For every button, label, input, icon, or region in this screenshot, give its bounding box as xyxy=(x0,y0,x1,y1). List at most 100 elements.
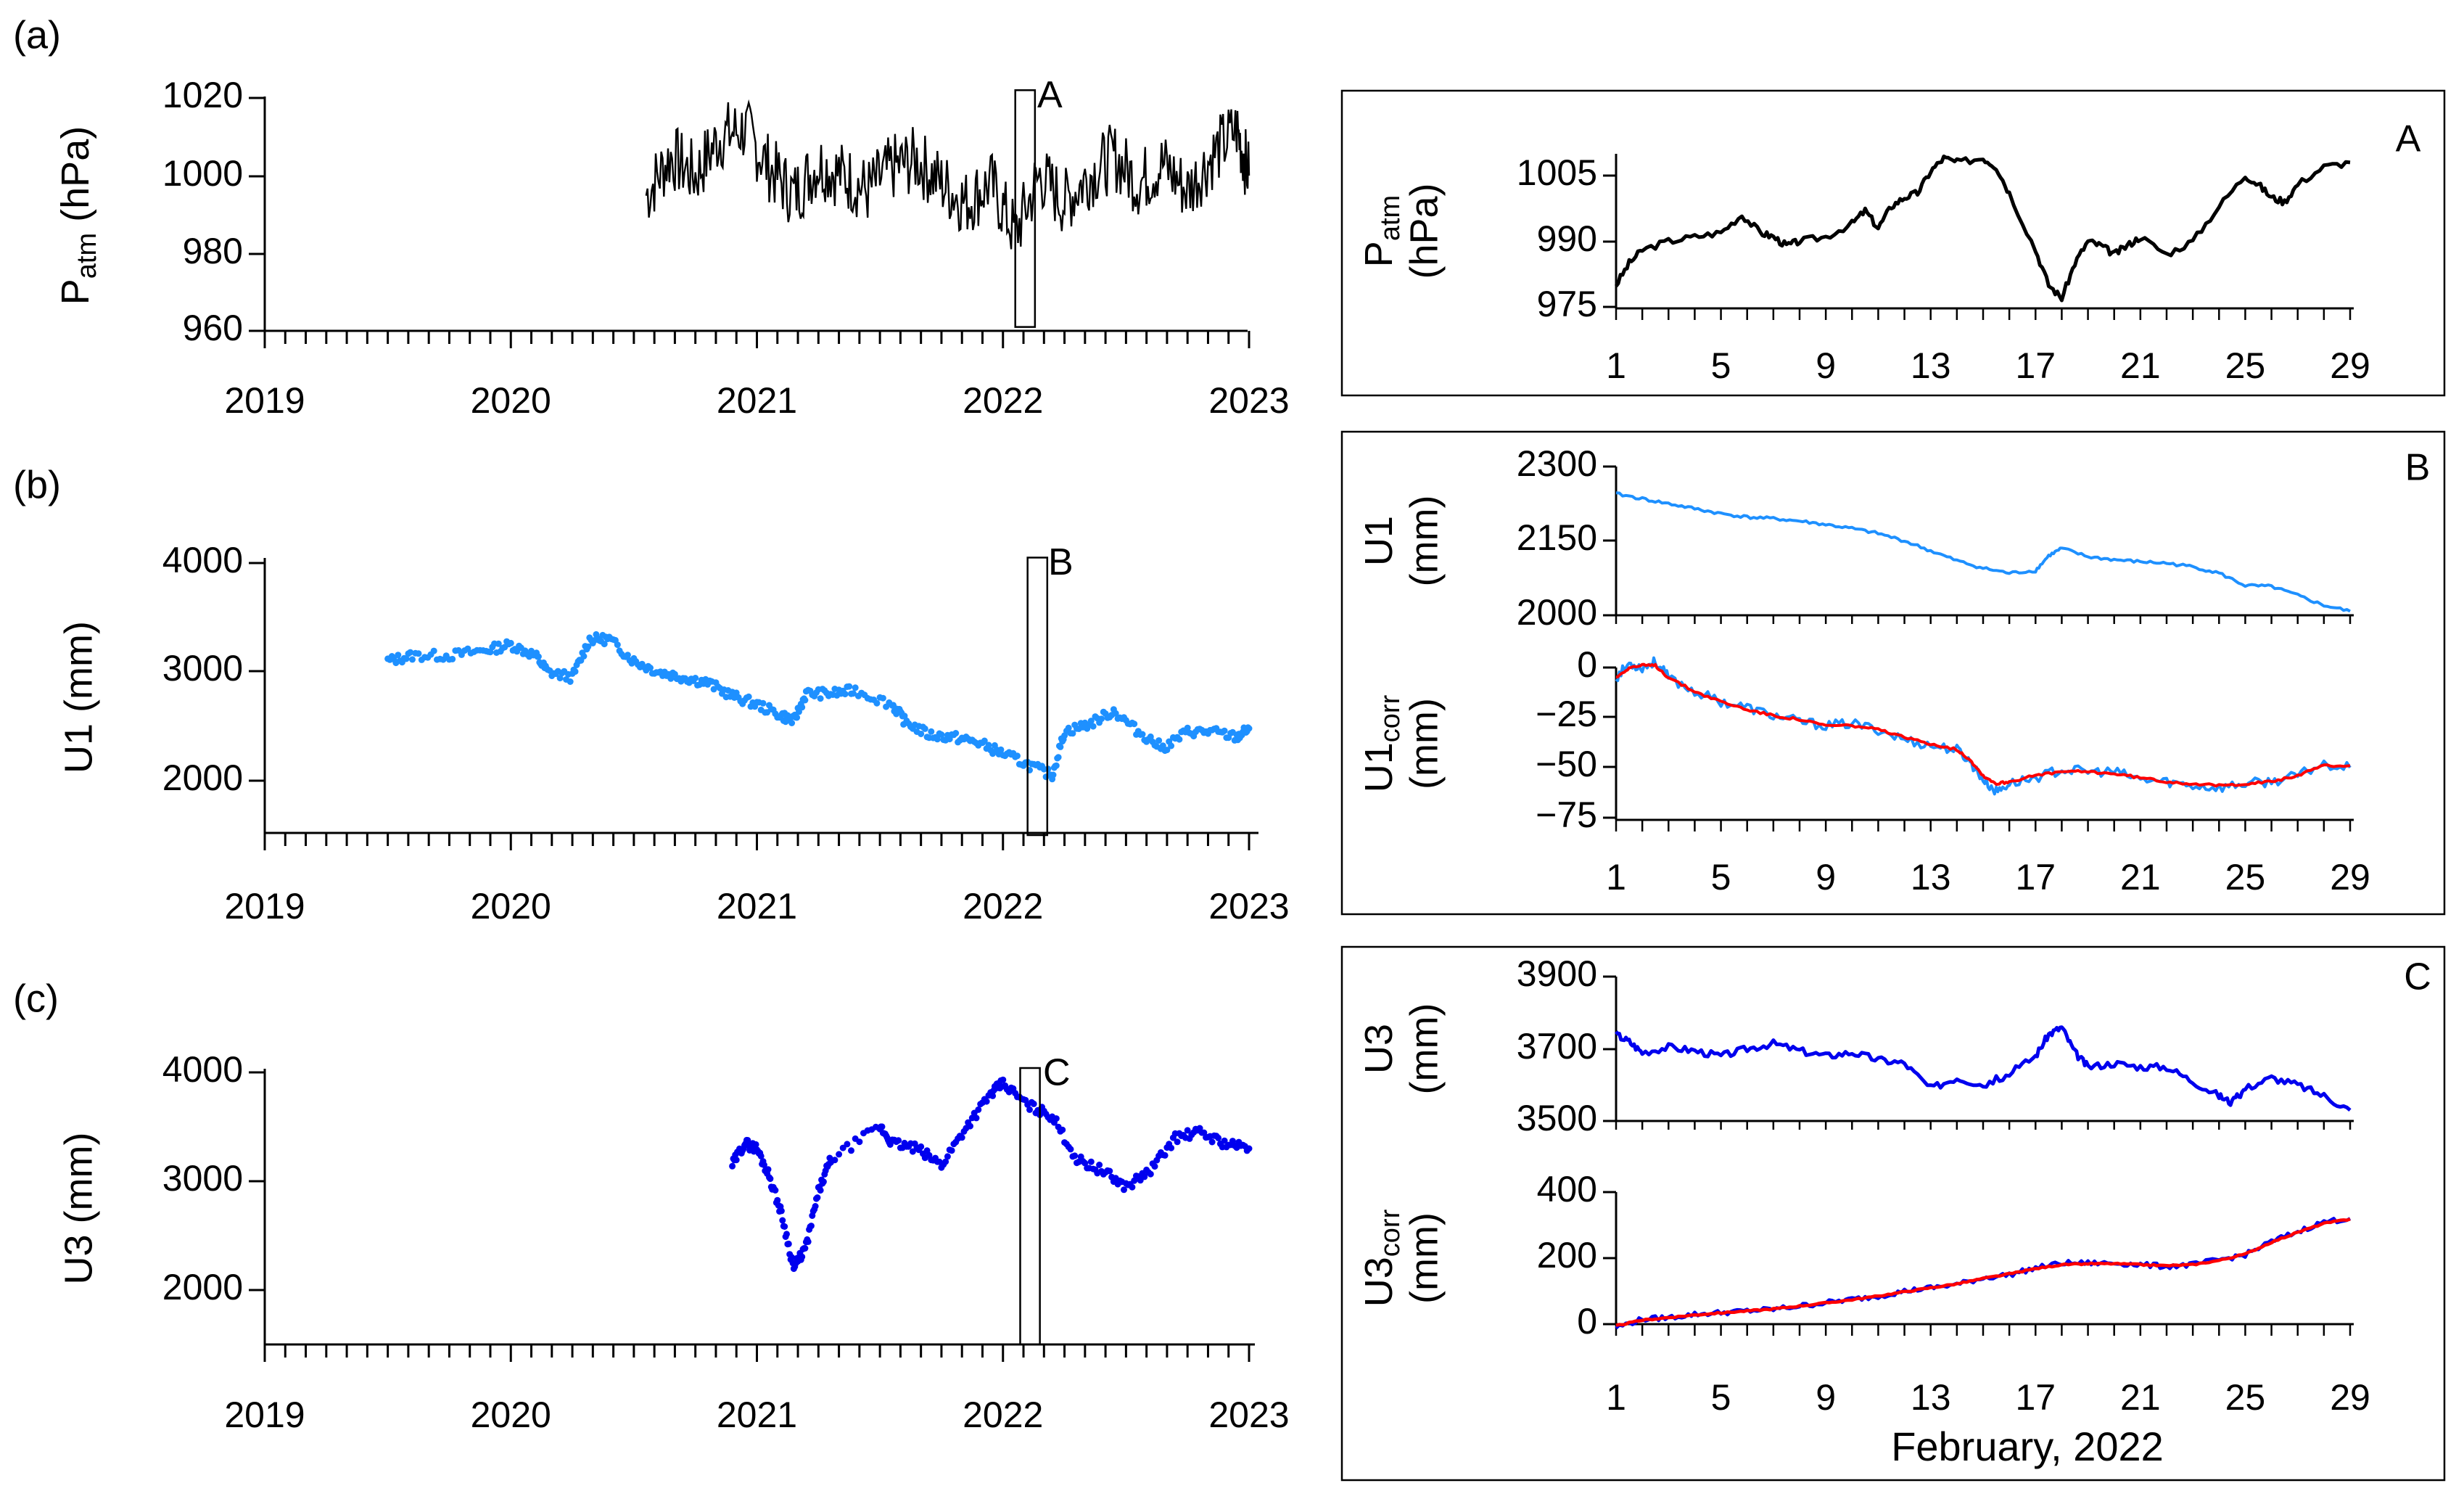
inset-x-tick-label-B-bottom: 29 xyxy=(2330,857,2370,898)
data-point xyxy=(449,655,456,662)
highlight-box-c xyxy=(1019,1067,1041,1346)
inset-series-line-B-bottom-0 xyxy=(1615,656,2352,796)
x-tick-label-c: 2022 xyxy=(963,1395,1043,1435)
data-point xyxy=(788,1254,796,1261)
data-point xyxy=(767,1175,774,1183)
y-axis-label-sub-a: atm xyxy=(72,233,102,279)
data-point xyxy=(733,1157,740,1164)
data-point xyxy=(535,653,542,660)
data-point xyxy=(778,1207,785,1215)
data-point xyxy=(1129,1183,1136,1191)
x-tick-label-a: 2023 xyxy=(1208,380,1289,421)
inset-y-axis-unit-B-bottom: (mm) xyxy=(1402,698,1446,789)
data-point xyxy=(975,1106,982,1113)
inset-frame-C xyxy=(1340,945,2446,1482)
data-point xyxy=(409,656,416,663)
data-point xyxy=(1184,724,1191,731)
panel-label-b: (b) xyxy=(13,463,61,506)
data-point xyxy=(407,649,414,656)
data-point xyxy=(802,697,809,704)
data-point xyxy=(487,649,494,656)
data-point xyxy=(580,653,588,660)
inset-y-label-sub-C-bottom: corr xyxy=(1375,1209,1406,1257)
data-point xyxy=(938,731,945,738)
data-point xyxy=(934,736,941,743)
panel-a: (a) 1020 1000 980 960 2019 2020 2021 2022 2023 Pat… xyxy=(13,13,1290,421)
inset-y-axis-unit-C-top: (mm) xyxy=(1402,1003,1446,1095)
data-point xyxy=(878,1123,886,1130)
inset-y-axis-unit-C-bottom: (mm) xyxy=(1402,1212,1446,1304)
data-point xyxy=(785,1240,792,1247)
data-point xyxy=(781,1223,788,1230)
data-point xyxy=(744,1137,751,1143)
inset-series-line-A-0 xyxy=(1615,155,2351,303)
data-point xyxy=(844,1141,851,1148)
data-point xyxy=(495,640,502,647)
inset-x-tick-label-B-bottom: 17 xyxy=(2015,857,2056,898)
series-points-b xyxy=(384,631,1253,783)
data-point xyxy=(814,1194,821,1202)
data-point xyxy=(1014,752,1021,760)
data-point xyxy=(765,1166,772,1173)
data-point xyxy=(783,1231,790,1238)
data-point xyxy=(983,1098,990,1105)
data-point xyxy=(807,1223,815,1230)
data-point xyxy=(1245,1145,1253,1152)
data-point xyxy=(1168,742,1175,750)
y-tick-label-a: 1000 xyxy=(162,153,243,194)
data-point xyxy=(817,695,824,702)
data-point xyxy=(948,1147,955,1154)
data-point xyxy=(928,728,935,735)
y-tick-label-a: 1020 xyxy=(162,75,243,115)
inset-y-tick-label-A: 990 xyxy=(1537,218,1597,259)
data-point xyxy=(1026,1106,1033,1113)
data-point xyxy=(856,1138,863,1146)
data-point xyxy=(1052,1115,1060,1122)
highlight-box-b xyxy=(1026,557,1049,837)
data-point xyxy=(430,647,437,654)
y-tick-label-b: 2000 xyxy=(162,757,243,798)
inset-y-tick-label-C-bottom: 0 xyxy=(1577,1301,1597,1342)
x-tick-label-a: 2020 xyxy=(471,380,551,421)
x-tick-label-c: 2019 xyxy=(224,1395,305,1435)
inset-y-tick-label-B-top: 2300 xyxy=(1517,443,1597,484)
data-point xyxy=(852,684,859,691)
x-tick-label-c: 2021 xyxy=(717,1395,797,1435)
inset-y-tick-label-A: 975 xyxy=(1537,284,1597,324)
data-point xyxy=(774,1196,781,1204)
inset-letter-B: B xyxy=(2405,447,2431,489)
inset-y-axis-unit-B-top: (mm) xyxy=(1402,496,1446,587)
data-point xyxy=(752,1141,759,1148)
inset-y-label-main-C-top: U3 xyxy=(1357,1024,1401,1074)
x-tick-label-c: 2023 xyxy=(1208,1395,1289,1435)
data-point xyxy=(921,725,928,732)
data-point xyxy=(1221,727,1228,734)
data-point xyxy=(614,641,621,649)
data-point xyxy=(985,742,992,749)
highlight-label-c: C xyxy=(1043,1052,1071,1094)
y-tick-label-c: 4000 xyxy=(162,1049,243,1090)
inset-y-tick-label-B-top: 2000 xyxy=(1517,592,1597,633)
y-tick-label-b: 4000 xyxy=(162,540,243,580)
data-point xyxy=(1059,1126,1066,1133)
inset-series-line-C-top-0 xyxy=(1615,1025,2352,1112)
inset-x-tick-label-B-bottom: 1 xyxy=(1606,857,1626,898)
data-point xyxy=(942,1158,949,1165)
inset-x-tick-label-B-bottom: 25 xyxy=(2225,857,2266,898)
x-tick-label-b: 2023 xyxy=(1208,886,1289,927)
inset-x-tick-label-C-bottom: 17 xyxy=(2015,1377,2056,1418)
data-point xyxy=(1030,1100,1037,1107)
data-point xyxy=(848,1147,854,1154)
data-point xyxy=(895,1137,902,1144)
data-point xyxy=(403,655,410,662)
y-axis-label-b: U1 (mm) xyxy=(57,621,100,773)
inset-letter-A: A xyxy=(2396,118,2421,160)
data-point xyxy=(556,675,564,682)
data-point xyxy=(572,668,579,675)
inset-y-tick-label-B-top: 2150 xyxy=(1517,517,1597,558)
inset-y-tick-label-C-top: 3900 xyxy=(1517,953,1597,994)
panel-label-a: (a) xyxy=(13,13,61,57)
data-point xyxy=(841,691,849,698)
data-point xyxy=(1112,710,1119,717)
